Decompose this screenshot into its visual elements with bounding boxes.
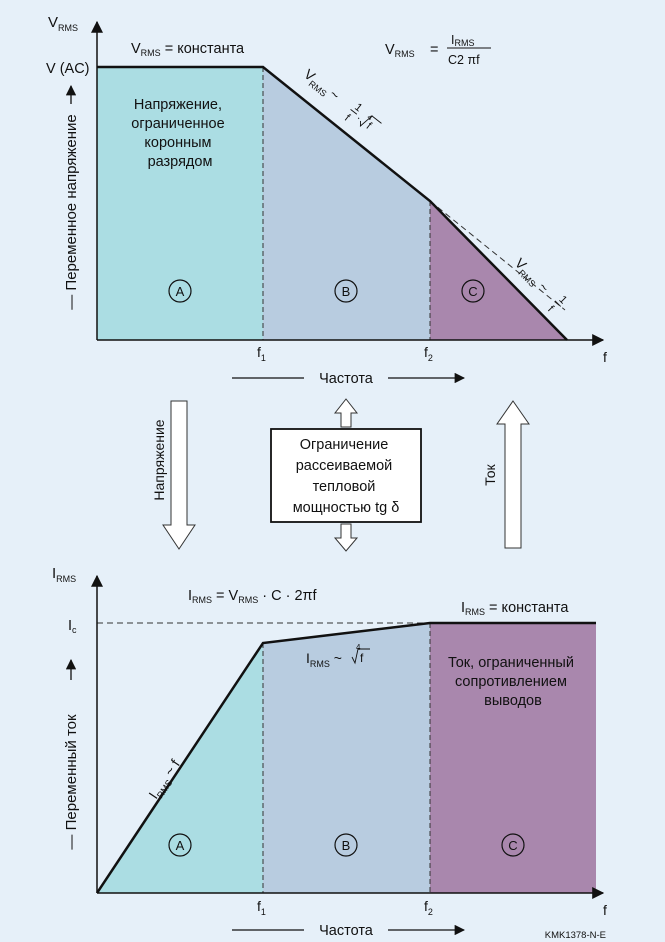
top-x-tick-f1: f1 xyxy=(257,344,266,363)
box-up-arrow xyxy=(333,398,359,428)
top-y-tick-vac: V (AC) xyxy=(46,61,90,77)
top-x-tick-f2: f2 xyxy=(424,344,433,363)
top-x-axis-end: f xyxy=(603,349,607,365)
bottom-x-axis-end: f xyxy=(603,902,607,918)
svg-text:C2 πf: C2 πf xyxy=(448,53,480,67)
bottom-circle-a: A xyxy=(168,833,192,857)
svg-text:C: C xyxy=(468,284,477,299)
bottom-region-c xyxy=(430,623,596,893)
voltage-arrow-label: Напряжение xyxy=(151,419,167,500)
svg-text:C: C xyxy=(508,838,517,853)
svg-text:f: f xyxy=(364,120,375,132)
bottom-formula: IRMS = VRMS · C · 2πf xyxy=(188,588,318,605)
bottom-y-axis-title: IRMS xyxy=(52,565,76,584)
top-y-axis-label: — Переменное напряжение xyxy=(63,114,80,309)
svg-text:A: A xyxy=(176,284,185,299)
bottom-x-caption: Частота xyxy=(319,923,374,939)
top-x-caption: Частота xyxy=(319,371,374,387)
svg-text:4: 4 xyxy=(356,643,361,652)
svg-text:IRMS ~: IRMS ~ xyxy=(306,650,342,669)
bottom-circle-c: C xyxy=(501,833,525,857)
top-chart: VRMS V (AC) — Переменное напряжение VRMS… xyxy=(46,14,607,387)
thermal-limit-box xyxy=(270,428,422,523)
bottom-y-axis-label: — Переменный ток xyxy=(63,714,80,850)
svg-text:·: · xyxy=(354,112,364,124)
top-circle-b: B xyxy=(334,279,358,303)
svg-text:=: = xyxy=(430,42,438,58)
top-y-axis-title: VRMS xyxy=(48,14,78,33)
bottom-y-tick-ic: Ic xyxy=(68,618,77,635)
top-circle-c: C xyxy=(461,279,485,303)
top-voltage-curve xyxy=(97,65,568,341)
bottom-chart: IRMS Ic — Переменный ток IRMS = VRMS · C… xyxy=(52,565,607,941)
top-formula: VRMS = IRMS C2 πf xyxy=(385,33,491,67)
bottom-x-tick-f2: f2 xyxy=(424,898,433,917)
middle-section: Напряжение Ток Ограничение рассеиваемой … xyxy=(151,398,530,552)
svg-text:f: f xyxy=(342,112,353,124)
top-region-b xyxy=(263,67,430,340)
svg-text:f: f xyxy=(545,304,556,315)
bottom-region-c-text: Ток, ограниченный сопротивлением выводов xyxy=(448,655,578,709)
bottom-current-curve xyxy=(95,621,596,894)
top-extension-dashed xyxy=(429,200,566,311)
bottom-region-b xyxy=(263,623,430,893)
figure-code: KMK1378-N-E xyxy=(545,930,606,941)
box-down-arrow xyxy=(333,523,359,552)
top-circle-a: A xyxy=(168,279,192,303)
top-region-a xyxy=(97,67,263,340)
svg-text:IRMS: IRMS xyxy=(451,33,474,48)
current-arrow-label: Ток xyxy=(482,463,498,485)
svg-text:B: B xyxy=(342,838,351,853)
bottom-slope-b-label: IRMS ~ 4 f xyxy=(306,643,370,669)
svg-text:VRMS~: VRMS~ xyxy=(299,66,343,106)
bottom-circle-b: B xyxy=(334,833,358,857)
current-up-arrow xyxy=(496,400,530,549)
svg-text:VRMS: VRMS xyxy=(385,42,415,59)
bottom-const-equation: IRMS = константа xyxy=(461,600,569,617)
top-const-equation: VRMS = константа xyxy=(131,41,245,58)
svg-text:f: f xyxy=(360,651,364,665)
svg-text:A: A xyxy=(176,838,185,853)
top-region-a-text: Напряжение, ограниченное коронным разряд… xyxy=(131,97,228,170)
svg-text:B: B xyxy=(342,284,351,299)
voltage-down-arrow xyxy=(162,400,196,550)
thermal-limit-text: Ограничение рассеиваемой тепловой мощнос… xyxy=(293,437,400,516)
bottom-x-tick-f1: f1 xyxy=(257,898,266,917)
